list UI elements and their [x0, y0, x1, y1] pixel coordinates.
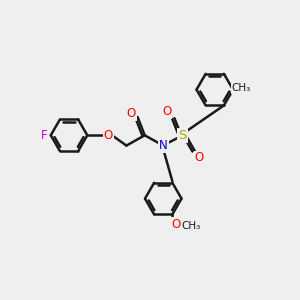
- Text: F: F: [41, 129, 48, 142]
- Text: O: O: [127, 107, 136, 120]
- Text: N: N: [159, 139, 168, 152]
- Text: O: O: [162, 105, 171, 118]
- Text: O: O: [103, 129, 113, 142]
- Text: O: O: [195, 152, 204, 164]
- Text: CH₃: CH₃: [232, 83, 251, 93]
- Text: O: O: [171, 218, 181, 231]
- Text: S: S: [178, 129, 187, 142]
- Text: CH₃: CH₃: [182, 221, 201, 231]
